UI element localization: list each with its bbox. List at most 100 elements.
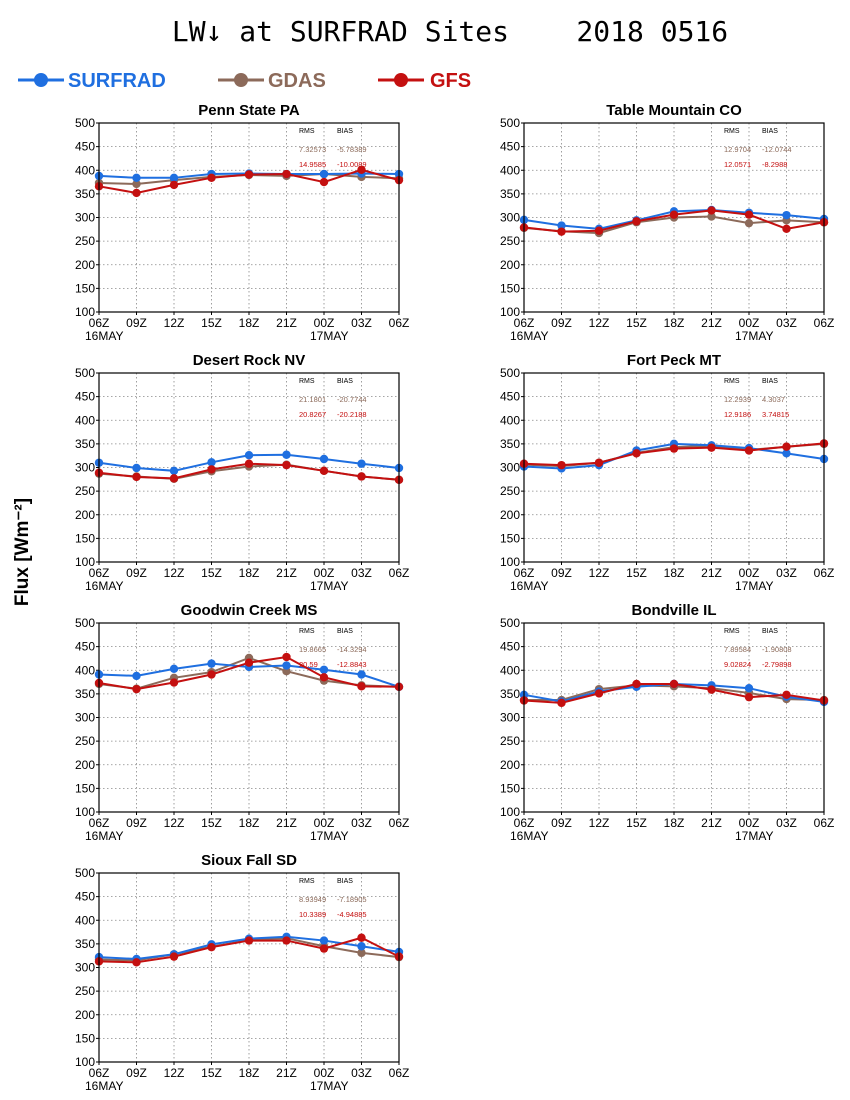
panels: Penn State PA 100 150 200 250 300 350 400 450 500… xyxy=(75,102,834,1093)
y-tick-label: 350 xyxy=(75,687,95,701)
panel-5: Bondville IL 100 150 200 250 300 350 400 450 500 0… xyxy=(500,602,834,843)
gfs-rms-value: 12.0571 xyxy=(724,160,751,169)
x-tick-label: 21Z xyxy=(701,566,722,580)
x-tick-label: 06Z xyxy=(814,566,835,580)
panel-4: Goodwin Creek MS 100 150 200 250 300 350 400 450… xyxy=(75,602,409,843)
data-point-gfs xyxy=(782,442,791,451)
x-tick-label: 12Z xyxy=(164,566,185,580)
data-point-gfs xyxy=(357,933,366,942)
y-tick-label: 500 xyxy=(75,116,95,130)
data-point-gdas xyxy=(744,218,754,228)
panel-title: Sioux Fall SD xyxy=(201,852,297,869)
legend-label-surfrad: SURFRAD xyxy=(68,70,166,92)
x-tick-label: 03Z xyxy=(351,1066,372,1080)
x-tick-label: 21Z xyxy=(276,566,297,580)
x-date-label: 17MAY xyxy=(310,329,348,343)
x-tick-label: 00Z xyxy=(314,566,335,580)
y-tick-label: 100 xyxy=(75,805,95,819)
x-date-label: 17MAY xyxy=(310,579,348,593)
x-date-label: 16MAY xyxy=(85,1079,123,1093)
y-tick-label: 300 xyxy=(500,211,520,225)
gdas-bias-value: -12.0744 xyxy=(762,145,792,154)
y-tick-label: 400 xyxy=(75,663,95,677)
gfs-bias-value: -20.2188 xyxy=(337,410,367,419)
data-point-surfrad xyxy=(357,670,366,679)
data-point-gfs xyxy=(319,673,329,682)
y-tick-label: 400 xyxy=(75,413,95,427)
legend-item-gfs: GFS xyxy=(378,70,471,92)
y-tick-label: 250 xyxy=(500,234,520,248)
data-point-surfrad xyxy=(319,936,329,945)
data-point-gfs xyxy=(594,458,604,467)
data-point-gfs xyxy=(132,958,141,967)
y-tick-label: 300 xyxy=(75,211,95,225)
x-date-label: 17MAY xyxy=(735,579,773,593)
data-point-gfs xyxy=(707,206,716,215)
panel-2: Desert Rock NV 100 150 200 250 300 350 400 450 50… xyxy=(75,352,409,593)
panel-title: Table Mountain CO xyxy=(606,102,742,119)
stats-header-bias: BIAS xyxy=(762,378,778,385)
gdas-bias-value: -5.78389 xyxy=(337,145,367,154)
y-tick-label: 300 xyxy=(75,711,95,725)
data-point-surfrad xyxy=(744,684,754,693)
x-tick-label: 15Z xyxy=(626,316,647,330)
y-tick-label: 500 xyxy=(75,866,95,880)
data-point-gfs xyxy=(669,679,679,689)
x-date-label: 17MAY xyxy=(735,829,773,843)
x-tick-label: 06Z xyxy=(89,316,110,330)
x-tick-label: 06Z xyxy=(389,816,410,830)
gdas-rms-value: 7.32573 xyxy=(299,145,326,154)
x-tick-label: 12Z xyxy=(164,316,185,330)
y-tick-label: 150 xyxy=(75,1031,95,1045)
x-tick-label: 21Z xyxy=(701,316,722,330)
y-tick-label: 450 xyxy=(500,640,520,654)
x-tick-label: 03Z xyxy=(776,816,797,830)
x-tick-label: 06Z xyxy=(389,1066,410,1080)
data-point-gfs xyxy=(169,952,179,961)
y-tick-label: 100 xyxy=(75,1055,95,1069)
x-tick-label: 00Z xyxy=(314,1066,335,1080)
panel-title: Fort Peck MT xyxy=(627,352,721,369)
panel-6: Sioux Fall SD 100 150 200 250 300 350 400 450 500… xyxy=(75,852,409,1093)
gfs-rms-value: 14.9585 xyxy=(299,160,326,169)
data-point-gfs xyxy=(707,443,716,452)
y-tick-label: 500 xyxy=(75,366,95,380)
y-tick-label: 350 xyxy=(500,187,520,201)
data-point-surfrad xyxy=(782,210,791,220)
x-tick-label: 21Z xyxy=(276,816,297,830)
gfs-bias-value: -4.94885 xyxy=(337,910,367,919)
stats-header-rms: RMS xyxy=(724,378,740,385)
plot-frame xyxy=(523,372,825,563)
stats-header-bias: BIAS xyxy=(337,628,353,635)
legend-item-surfrad: SURFRAD xyxy=(18,70,166,92)
data-point-gfs xyxy=(132,684,141,694)
data-point-gfs xyxy=(244,936,254,945)
y-tick-label: 350 xyxy=(500,437,520,451)
x-date-label: 16MAY xyxy=(510,579,548,593)
data-point-surfrad xyxy=(169,466,179,476)
x-tick-label: 21Z xyxy=(276,1066,297,1080)
x-tick-label: 06Z xyxy=(389,566,410,580)
gfs-bias-value: -10.0089 xyxy=(337,160,367,169)
data-point-gfs xyxy=(632,679,641,689)
x-tick-label: 03Z xyxy=(351,566,372,580)
y-tick-label: 400 xyxy=(75,163,95,177)
x-tick-label: 03Z xyxy=(351,816,372,830)
y-tick-label: 400 xyxy=(500,413,520,427)
x-tick-label: 18Z xyxy=(239,1066,260,1080)
y-tick-label: 450 xyxy=(75,640,95,654)
data-point-surfrad xyxy=(782,449,791,458)
y-tick-label: 200 xyxy=(500,508,520,522)
stats-header-rms: RMS xyxy=(299,628,315,635)
gdas-bias-value: -20.7744 xyxy=(337,395,367,404)
y-tick-label: 300 xyxy=(75,961,95,975)
data-point-gfs xyxy=(207,670,216,679)
y-tick-label: 150 xyxy=(500,531,520,545)
y-tick-label: 250 xyxy=(500,484,520,498)
data-point-gfs xyxy=(207,465,216,474)
plot-frame xyxy=(523,622,825,813)
x-tick-label: 12Z xyxy=(164,1066,185,1080)
x-tick-label: 15Z xyxy=(626,816,647,830)
data-point-gfs xyxy=(207,173,216,183)
x-tick-label: 09Z xyxy=(126,566,147,580)
